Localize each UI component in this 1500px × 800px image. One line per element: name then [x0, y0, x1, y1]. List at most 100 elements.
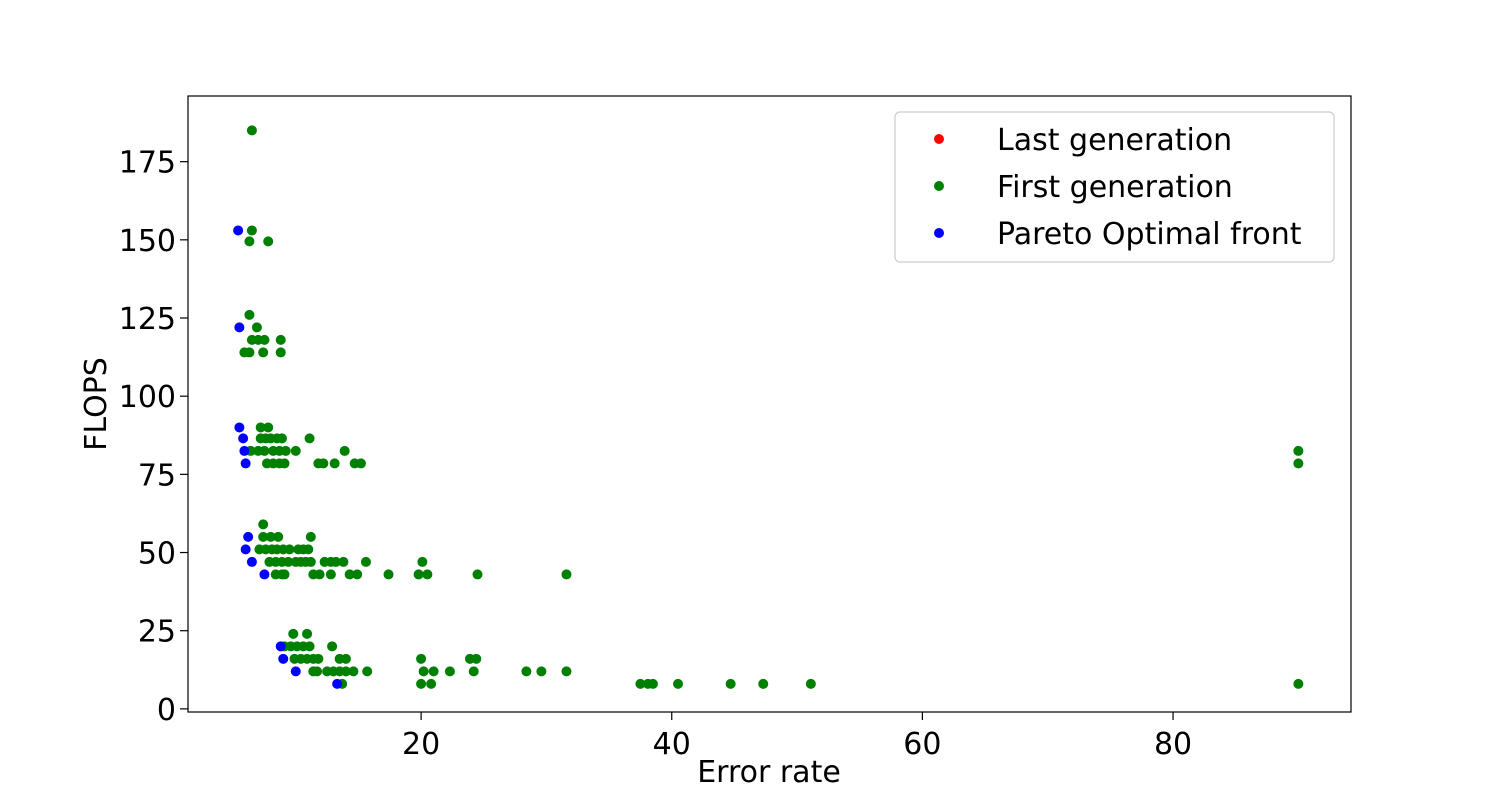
data-point — [1293, 458, 1304, 469]
data-point — [758, 678, 769, 689]
legend-label: Pareto Optimal front — [997, 217, 1302, 252]
legend-marker — [934, 134, 944, 144]
data-point — [251, 322, 262, 333]
data-point — [805, 678, 816, 689]
legend-label: First generation — [997, 170, 1233, 205]
data-point — [305, 556, 316, 567]
x-axis-label: Error rate — [697, 755, 841, 790]
data-point — [258, 347, 269, 358]
x-tick-label: 40 — [653, 727, 691, 762]
data-point — [472, 569, 483, 580]
data-point — [339, 445, 350, 456]
data-point — [360, 556, 371, 567]
data-point — [238, 433, 249, 444]
data-point — [313, 653, 324, 664]
data-point — [303, 544, 314, 555]
data-point — [314, 569, 325, 580]
data-point — [259, 445, 270, 456]
legend-marker — [934, 181, 944, 191]
data-point — [344, 569, 355, 580]
x-axis-ticks: 20 40 60 80 — [402, 712, 1192, 762]
data-point — [259, 569, 270, 580]
data-point — [284, 544, 295, 555]
data-point — [1293, 445, 1304, 456]
data-point — [1293, 678, 1304, 689]
x-tick-label: 60 — [903, 727, 941, 762]
data-point — [258, 519, 269, 530]
data-point — [288, 628, 299, 639]
data-point — [468, 666, 479, 677]
y-tick-label: 150 — [119, 224, 176, 259]
data-point — [255, 422, 266, 433]
data-point — [325, 569, 336, 580]
data-point — [244, 309, 255, 320]
data-point — [302, 628, 313, 639]
data-point — [312, 666, 323, 677]
data-point — [725, 678, 736, 689]
data-point — [352, 569, 363, 580]
data-point — [355, 458, 366, 469]
data-point — [273, 531, 284, 542]
data-point — [259, 334, 270, 345]
data-point — [304, 641, 315, 652]
x-tick-label: 80 — [1154, 727, 1192, 762]
data-point — [383, 569, 394, 580]
data-point — [318, 458, 329, 469]
data-point — [647, 678, 658, 689]
data-point — [240, 544, 251, 555]
data-point — [233, 225, 244, 236]
y-tick-label: 25 — [138, 615, 176, 650]
data-point — [279, 458, 290, 469]
series-2 — [233, 225, 343, 689]
y-tick-label: 75 — [138, 458, 176, 493]
data-point — [348, 666, 359, 677]
data-point — [276, 433, 287, 444]
data-point — [329, 458, 340, 469]
data-point — [413, 569, 424, 580]
data-point — [327, 641, 338, 652]
data-point — [240, 458, 251, 469]
y-axis-ticks: 0 25 50 75 100 125 150 175 — [119, 146, 188, 728]
data-point — [561, 569, 572, 580]
data-point — [332, 678, 343, 689]
data-point — [265, 531, 276, 542]
data-point — [416, 653, 427, 664]
data-point — [246, 225, 257, 236]
data-point — [280, 445, 291, 456]
data-point — [338, 556, 349, 567]
data-point — [330, 556, 341, 567]
y-tick-label: 125 — [119, 302, 176, 337]
data-point — [244, 347, 255, 358]
data-point — [263, 236, 274, 247]
data-point — [418, 666, 429, 677]
data-point — [278, 653, 289, 664]
data-point — [304, 433, 315, 444]
data-point — [340, 653, 351, 664]
data-point — [290, 445, 301, 456]
data-point — [275, 334, 286, 345]
data-point — [246, 125, 257, 136]
x-tick-label: 20 — [402, 727, 440, 762]
data-point — [471, 653, 482, 664]
legend-box — [894, 111, 1335, 263]
data-point — [536, 666, 547, 677]
y-tick-label: 175 — [119, 146, 176, 181]
data-point — [239, 445, 250, 456]
data-point — [521, 666, 532, 677]
data-point — [263, 422, 274, 433]
data-point — [244, 236, 255, 247]
data-point — [426, 678, 437, 689]
data-points — [233, 125, 1304, 689]
y-axis-label: FLOPS — [79, 357, 114, 451]
data-point — [428, 666, 439, 677]
y-tick-label: 0 — [157, 693, 176, 728]
data-point — [234, 322, 245, 333]
data-point — [275, 347, 286, 358]
data-point — [246, 556, 257, 567]
y-tick-label: 100 — [119, 380, 176, 415]
data-point — [444, 666, 455, 677]
legend: Last generation First generation Pareto Op… — [894, 111, 1335, 263]
data-point — [258, 531, 269, 542]
data-point — [234, 422, 245, 433]
data-point — [243, 531, 254, 542]
